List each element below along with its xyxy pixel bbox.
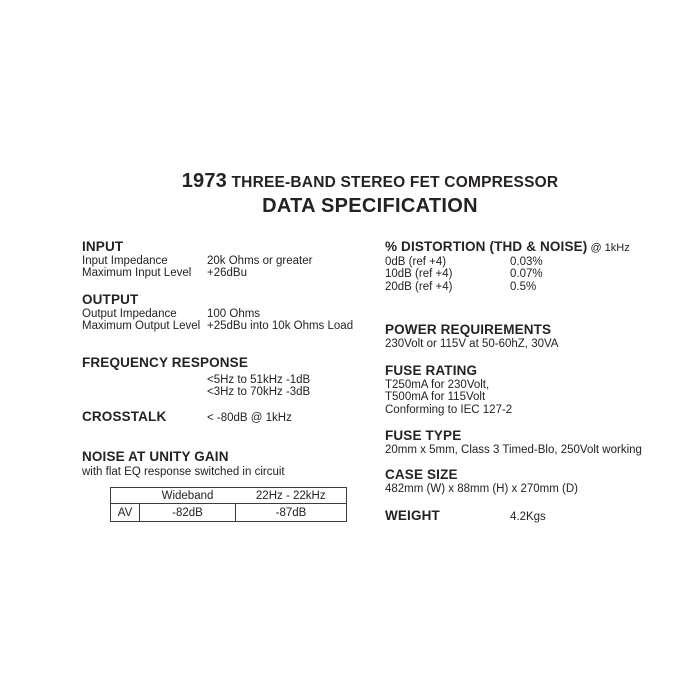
spec-label: Input Impedance [82, 255, 168, 267]
noise-table-col-header: 22Hz - 22kHz [235, 487, 347, 504]
spec-value: +25dBu into 10k Ohms Load [207, 320, 354, 333]
spec-value: T500mA for 115Volt [385, 391, 486, 404]
spec-lines: <5Hz to 51kHz -1dB <3Hz to 70kHz -3dB [207, 374, 310, 399]
spec-label: 0dB (ref +4) [385, 256, 447, 268]
section-distortion: % DISTORTION (THD & NOISE) @ 1kHz 0dB (r… [385, 240, 630, 293]
noise-table-corner-cell [110, 487, 140, 504]
spec-value: < -80dB @ 1kHz [207, 412, 292, 424]
section-output: OUTPUT Output Impedance 100 Ohms Maximum… [82, 293, 353, 333]
spec-value: <3Hz to 70kHz -3dB [207, 386, 311, 399]
model-number: 1973 [181, 170, 227, 192]
noise-table-value: -82dB [139, 503, 236, 522]
section-heading: OUTPUT [82, 292, 139, 307]
spec-value: 482mm (W) x 88mm (H) x 270mm (D) [385, 483, 578, 495]
section-heading-suffix: @ 1kHz [587, 242, 630, 254]
spec-label: Maximum Output Level [82, 320, 201, 333]
spec-row: 0dB (ref +4) 0.03% [385, 256, 630, 268]
section-fuse-type: FUSE TYPE 20mm x 5mm, Class 3 Timed-Blo,… [385, 428, 642, 457]
noise-table: Wideband 22Hz - 22kHz AV -82dB -87dB [110, 487, 347, 522]
spec-value: Conforming to IEC 127-2 [385, 403, 513, 416]
spec-value: <5Hz to 51kHz -1dB [207, 374, 311, 386]
spec-value: 0.03% [510, 256, 543, 268]
section-heading: CASE SIZE [385, 467, 458, 482]
section-heading-main: % DISTORTION (THD & NOISE) [385, 239, 588, 254]
section-heading: CROSSTALK [82, 409, 167, 424]
spec-row: Input Impedance 20k Ohms or greater [82, 255, 312, 267]
spec-row: Output Impedance 100 Ohms [82, 308, 353, 320]
section-frequency-response: FREQUENCY RESPONSE <5Hz to 51kHz -1dB <3… [82, 356, 310, 399]
section-fuse-rating: FUSE RATING T250mA for 230Volt, T500mA f… [385, 364, 512, 416]
section-heading: INPUT [82, 239, 124, 254]
section-weight: WEIGHT 4.2Kgs [385, 508, 546, 524]
section-heading: % DISTORTION (THD & NOISE) @ 1kHz [385, 240, 630, 255]
spec-label: Output Impedance [82, 308, 177, 320]
spec-label: 20dB (ref +4) [385, 280, 453, 293]
spec-value: 20mm x 5mm, Class 3 Timed-Blo, 250Volt w… [385, 444, 642, 456]
section-heading: FUSE RATING [385, 363, 478, 378]
noise-table-row-label: AV [117, 506, 133, 519]
section-heading: FUSE TYPE [385, 428, 462, 443]
section-noise-at-unity-gain: NOISE AT UNITY GAIN with flat EQ respons… [82, 450, 285, 479]
section-case-size: CASE SIZE 482mm (W) x 88mm (H) x 270mm (… [385, 467, 578, 496]
spec-value: +26dBu [207, 267, 247, 280]
model-description: THREE-BAND STEREO FET COMPRESSOR [231, 174, 559, 191]
spec-label: 10dB (ref +4) [385, 268, 453, 281]
spec-label: Maximum Input Level [82, 267, 192, 280]
title-block: 1973 THREE-BAND STEREO FET COMPRESSOR DA… [20, 170, 700, 218]
section-heading: FREQUENCY RESPONSE [82, 355, 248, 370]
spec-value: 0.5% [510, 280, 537, 293]
spec-value: 20k Ohms or greater [207, 255, 313, 267]
spec-row: Maximum Output Level +25dBu into 10k Ohm… [82, 320, 353, 332]
spec-row: Maximum Input Level +26dBu [82, 267, 312, 279]
section-note: with flat EQ response switched in circui… [82, 466, 285, 478]
section-crosstalk: CROSSTALK < -80dB @ 1kHz [82, 409, 292, 425]
spec-value: 4.2Kgs [510, 511, 546, 523]
noise-table-value: -87dB [235, 503, 347, 522]
section-input: INPUT Input Impedance 20k Ohms or greate… [82, 240, 312, 280]
spec-value: T250mA for 230Volt, [385, 379, 490, 391]
spec-row: 10dB (ref +4) 0.07% [385, 268, 630, 280]
spec-value: 0.07% [510, 268, 543, 281]
table-row: AV -82dB -87dB [111, 503, 347, 522]
section-power-requirements: POWER REQUIREMENTS 230Volt or 115V at 50… [385, 322, 559, 351]
section-heading: POWER REQUIREMENTS [385, 322, 552, 337]
section-heading: WEIGHT [385, 508, 440, 523]
spec-row: 20dB (ref +4) 0.5% [385, 281, 630, 293]
page-subtitle: DATA SPECIFICATION [262, 195, 478, 217]
noise-table-header-row: Wideband 22Hz - 22kHz [110, 487, 347, 504]
spec-value: 230Volt or 115V at 50-60hZ, 30VA [385, 338, 559, 350]
section-heading: NOISE AT UNITY GAIN [82, 449, 229, 464]
noise-table-col-header: Wideband [139, 487, 236, 504]
spec-value: 100 Ohms [207, 308, 261, 320]
page-title: 1973 THREE-BAND STEREO FET COMPRESSOR [20, 170, 700, 194]
